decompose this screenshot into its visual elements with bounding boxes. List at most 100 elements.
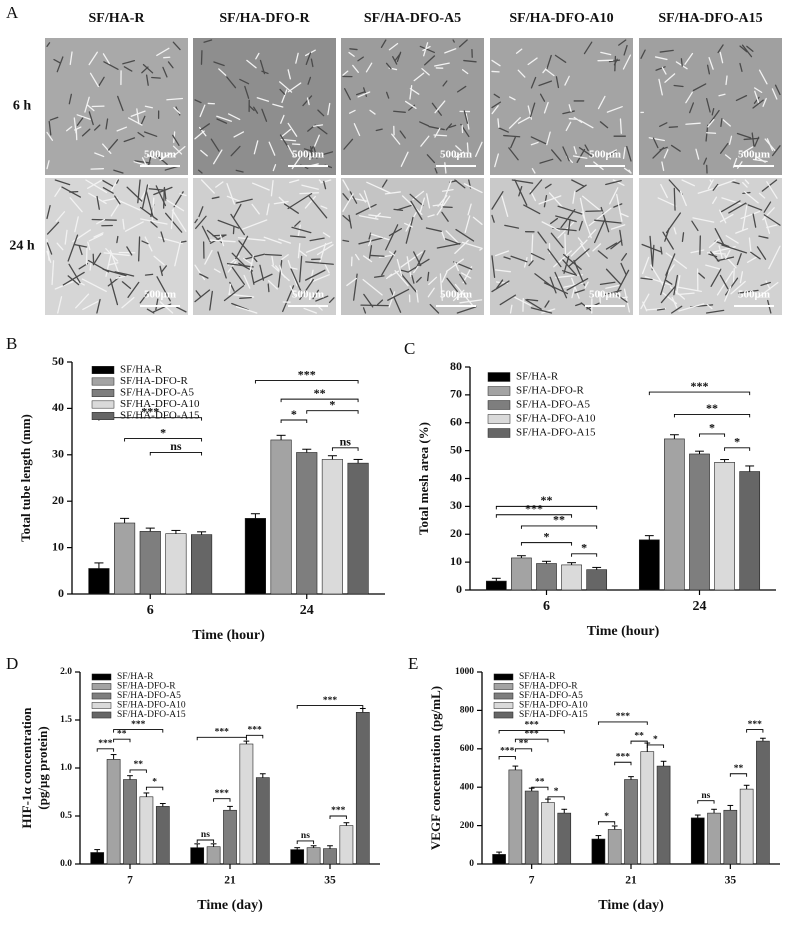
cell-structure xyxy=(73,117,77,134)
cell-structure xyxy=(271,255,275,266)
cell-structure xyxy=(163,186,167,202)
cell-structure xyxy=(316,244,334,256)
cell-structure xyxy=(574,289,585,294)
x-tick-label: 7 xyxy=(127,875,133,887)
cell-structure xyxy=(737,289,759,294)
cell-structure xyxy=(564,233,567,255)
cell-structure xyxy=(173,106,181,114)
cell-structure xyxy=(562,110,575,115)
x-tick-label: 6 xyxy=(543,599,550,614)
cell-structure xyxy=(730,280,746,295)
x-tick-label: 7 xyxy=(529,875,535,887)
cell-structure xyxy=(592,243,602,252)
cell-structure xyxy=(223,285,245,302)
cell-structure xyxy=(342,193,350,202)
cell-structure xyxy=(290,268,302,293)
cell-structure xyxy=(253,273,273,284)
cell-structure xyxy=(660,271,669,296)
cell-structure xyxy=(287,192,313,210)
cell-structure xyxy=(752,99,764,109)
cell-structure xyxy=(199,104,206,118)
cell-structure xyxy=(281,89,288,104)
error-bar xyxy=(327,845,333,849)
cell-structure xyxy=(136,108,140,125)
cell-structure xyxy=(648,137,665,142)
cell-structure xyxy=(295,52,299,64)
cell-structure xyxy=(661,161,665,172)
error-bar xyxy=(353,458,363,464)
legend-swatch xyxy=(493,711,514,719)
cell-structure xyxy=(570,239,588,257)
cell-structure xyxy=(517,69,526,78)
cell-structure xyxy=(139,291,150,304)
cell-structure xyxy=(388,42,399,51)
cell-structure xyxy=(46,250,52,263)
cell-structure xyxy=(673,187,676,211)
cell-structure xyxy=(110,179,119,193)
cell-structure xyxy=(739,45,748,53)
cell-structure xyxy=(304,195,317,209)
cell-structure xyxy=(605,268,622,286)
cell-structure xyxy=(436,242,461,249)
y-tick-label: 10 xyxy=(450,554,462,568)
cell-structure xyxy=(153,255,165,266)
cell-structure xyxy=(127,281,140,298)
cell-structure xyxy=(681,232,685,243)
significance-label: *** xyxy=(215,789,230,799)
cell-structure xyxy=(105,118,109,130)
significance-bracket xyxy=(520,525,598,529)
cell-structure xyxy=(386,91,390,99)
cell-structure xyxy=(231,302,249,311)
error-bar xyxy=(628,776,634,780)
scale-bar-label: 500µm xyxy=(440,289,472,301)
y-tick-label: 0.0 xyxy=(60,859,72,869)
cell-structure xyxy=(159,152,172,161)
cell-structure xyxy=(491,191,504,210)
legend-label: SF/HA-DFO-A10 xyxy=(120,398,200,410)
cell-structure xyxy=(153,186,173,196)
bar xyxy=(255,777,270,865)
cell-structure xyxy=(575,302,583,307)
cell-structure xyxy=(708,253,718,258)
bar xyxy=(607,829,622,865)
cell-structure xyxy=(453,261,473,270)
cell-structure xyxy=(87,179,103,189)
cell-structure xyxy=(399,130,406,139)
cell-structure xyxy=(446,277,458,293)
significance-label: * xyxy=(653,735,658,745)
cell-structure xyxy=(409,193,424,207)
cell-structure xyxy=(640,277,653,281)
cell-structure xyxy=(424,55,436,66)
y-tick-label: 2.0 xyxy=(60,667,72,677)
legend-swatch xyxy=(493,702,514,709)
cell-structure xyxy=(410,200,423,221)
cell-structure xyxy=(342,214,351,223)
cell-structure xyxy=(413,265,419,274)
cell-structure xyxy=(322,232,331,238)
cell-structure xyxy=(497,127,509,133)
cell-structure xyxy=(766,181,778,199)
cell-structure xyxy=(358,215,379,220)
cell-structure xyxy=(419,45,435,54)
y-tick-label: 20 xyxy=(450,526,462,540)
cell-structure xyxy=(771,88,778,100)
scale-bar-label: 500µm xyxy=(589,289,621,301)
cell-structure xyxy=(735,227,749,234)
cell-structure xyxy=(211,196,220,200)
y-tick-label: 0 xyxy=(58,586,64,600)
legend-swatch xyxy=(91,400,115,409)
cell-structure xyxy=(298,250,308,257)
bar xyxy=(106,759,121,865)
scale-bar-label: 500µm xyxy=(738,289,770,301)
cell-structure xyxy=(612,179,625,186)
cell-structure xyxy=(145,190,154,218)
significance-bracket xyxy=(597,821,616,825)
significance-label: * xyxy=(581,541,587,555)
y-tick-label: 1000 xyxy=(455,667,474,677)
bar xyxy=(88,568,110,595)
cell-structure xyxy=(663,149,669,159)
cell-structure xyxy=(436,195,451,216)
cell-structure xyxy=(248,105,255,112)
cell-structure xyxy=(585,210,604,213)
y-tick-label: 0 xyxy=(469,859,474,869)
